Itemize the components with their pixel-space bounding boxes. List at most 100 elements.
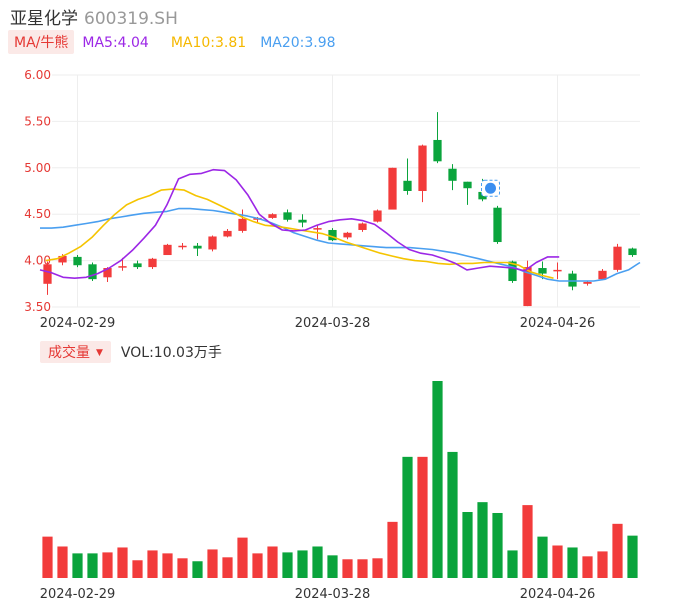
volume-bar [357,559,368,578]
x-tick-label: 2024-02-29 [40,587,116,602]
volume-bar [147,550,158,578]
candle-body [373,210,382,222]
volume-bar [342,559,353,578]
volume-bar [267,546,278,578]
volume-bar [162,553,173,578]
candle-body [463,181,472,189]
volume-bar [477,502,488,578]
candle-body [73,256,82,266]
volume-bar [87,553,98,578]
volume-bar [42,536,53,578]
volume-bar [177,558,188,578]
candle-body [208,236,217,250]
ma5-line [39,168,560,279]
candle-body [163,244,172,256]
event-marker-dot [485,182,496,194]
volume-bar [417,456,428,578]
candlestick-chart[interactable]: 6.00 5.50 5.00 4.50 4.00 3.50 2024-02-29 2024-0… [0,60,686,330]
candle-body [343,232,352,238]
candle-body [538,268,547,274]
y-tick-label: 3.50 [24,300,51,314]
volume-bar [312,546,323,578]
candle-body [103,268,112,278]
y-tick-label: 4.50 [24,207,51,221]
candle-body [418,145,427,191]
volume-bar [627,535,638,578]
volume-bar [492,512,503,578]
candle-body [178,245,187,248]
candle-body [433,139,442,162]
volume-bar [72,553,83,578]
candle-body [283,212,292,220]
y-tick-label: 6.00 [24,68,51,82]
ma-indicator-tab[interactable]: MA/牛熊 [8,30,75,54]
dropdown-arrow-icon: ▼ [96,348,103,358]
volume-bar [462,512,473,578]
ma20-line [40,207,641,282]
volume-bar [222,557,233,578]
candle-body [493,207,502,243]
y-tick-label: 5.50 [24,114,51,128]
volume-bar [432,381,443,578]
ma5-legend: MA5:4.04 [82,35,149,51]
stock-code: 600319.SH [84,9,178,29]
volume-value: VOL:10.03万手 [120,345,222,361]
candle-body [88,264,97,280]
candle-body [223,230,232,237]
volume-bar [207,549,218,578]
candle-body [583,281,592,284]
volume-bar [372,558,383,578]
volume-bar [327,555,338,578]
stock-title-row: 亚星化学 600319.SH [10,4,178,29]
candle-body [508,261,517,282]
candle-body [553,269,562,272]
x-tick-label: 2024-04-26 [520,316,596,330]
candle-body [118,266,127,268]
volume-bar [132,560,143,578]
candle-body [613,246,622,270]
ma20-legend: MA20:3.98 [260,35,336,51]
volume-bar [282,552,293,578]
volume-bar [297,550,308,578]
volume-indicator-dropdown[interactable]: 成交量 ▼ [40,341,111,363]
volume-bar [507,550,518,578]
candle-body [193,245,202,249]
volume-bar [192,561,203,578]
ma10-legend: MA10:3.81 [170,35,247,51]
y-tick-label: 5.00 [24,161,51,175]
candle-body [133,263,142,268]
candle-body [388,167,397,210]
candle-body [403,180,412,191]
candle-body [328,229,337,241]
x-tick-label: 2024-03-28 [295,587,371,602]
candle-body [358,223,367,230]
event-marker-icon[interactable] [481,179,500,197]
ma10-line [45,188,554,279]
candle-body [628,248,637,256]
volume-bar [402,456,413,578]
candle-body [313,228,322,230]
volume-chart[interactable]: 2024-02-29 2024-03-28 2024-04-26 [0,370,686,606]
volume-bar [597,551,608,578]
volume-bar [57,546,68,578]
volume-legend: 成交量 ▼ VOL:10.03万手 [40,341,222,363]
volume-bar [117,547,128,578]
stock-name: 亚星化学 [10,9,78,29]
volume-bar [237,537,248,578]
candle-body [298,219,307,223]
candle-body [58,255,67,263]
volume-bar [102,552,113,578]
volume-bar [252,553,263,578]
volume-bar [522,505,533,578]
volume-bar [582,556,593,578]
candle-body [148,258,157,268]
candle-body [598,270,607,280]
x-tick-label: 2024-04-26 [520,587,596,602]
candle-body [268,214,277,218]
volume-bar [567,547,578,578]
candle-body [238,218,247,231]
volume-bar [387,521,398,578]
volume-bar [552,545,563,578]
candle-body [523,267,532,307]
x-tick-label: 2024-02-29 [40,316,116,330]
